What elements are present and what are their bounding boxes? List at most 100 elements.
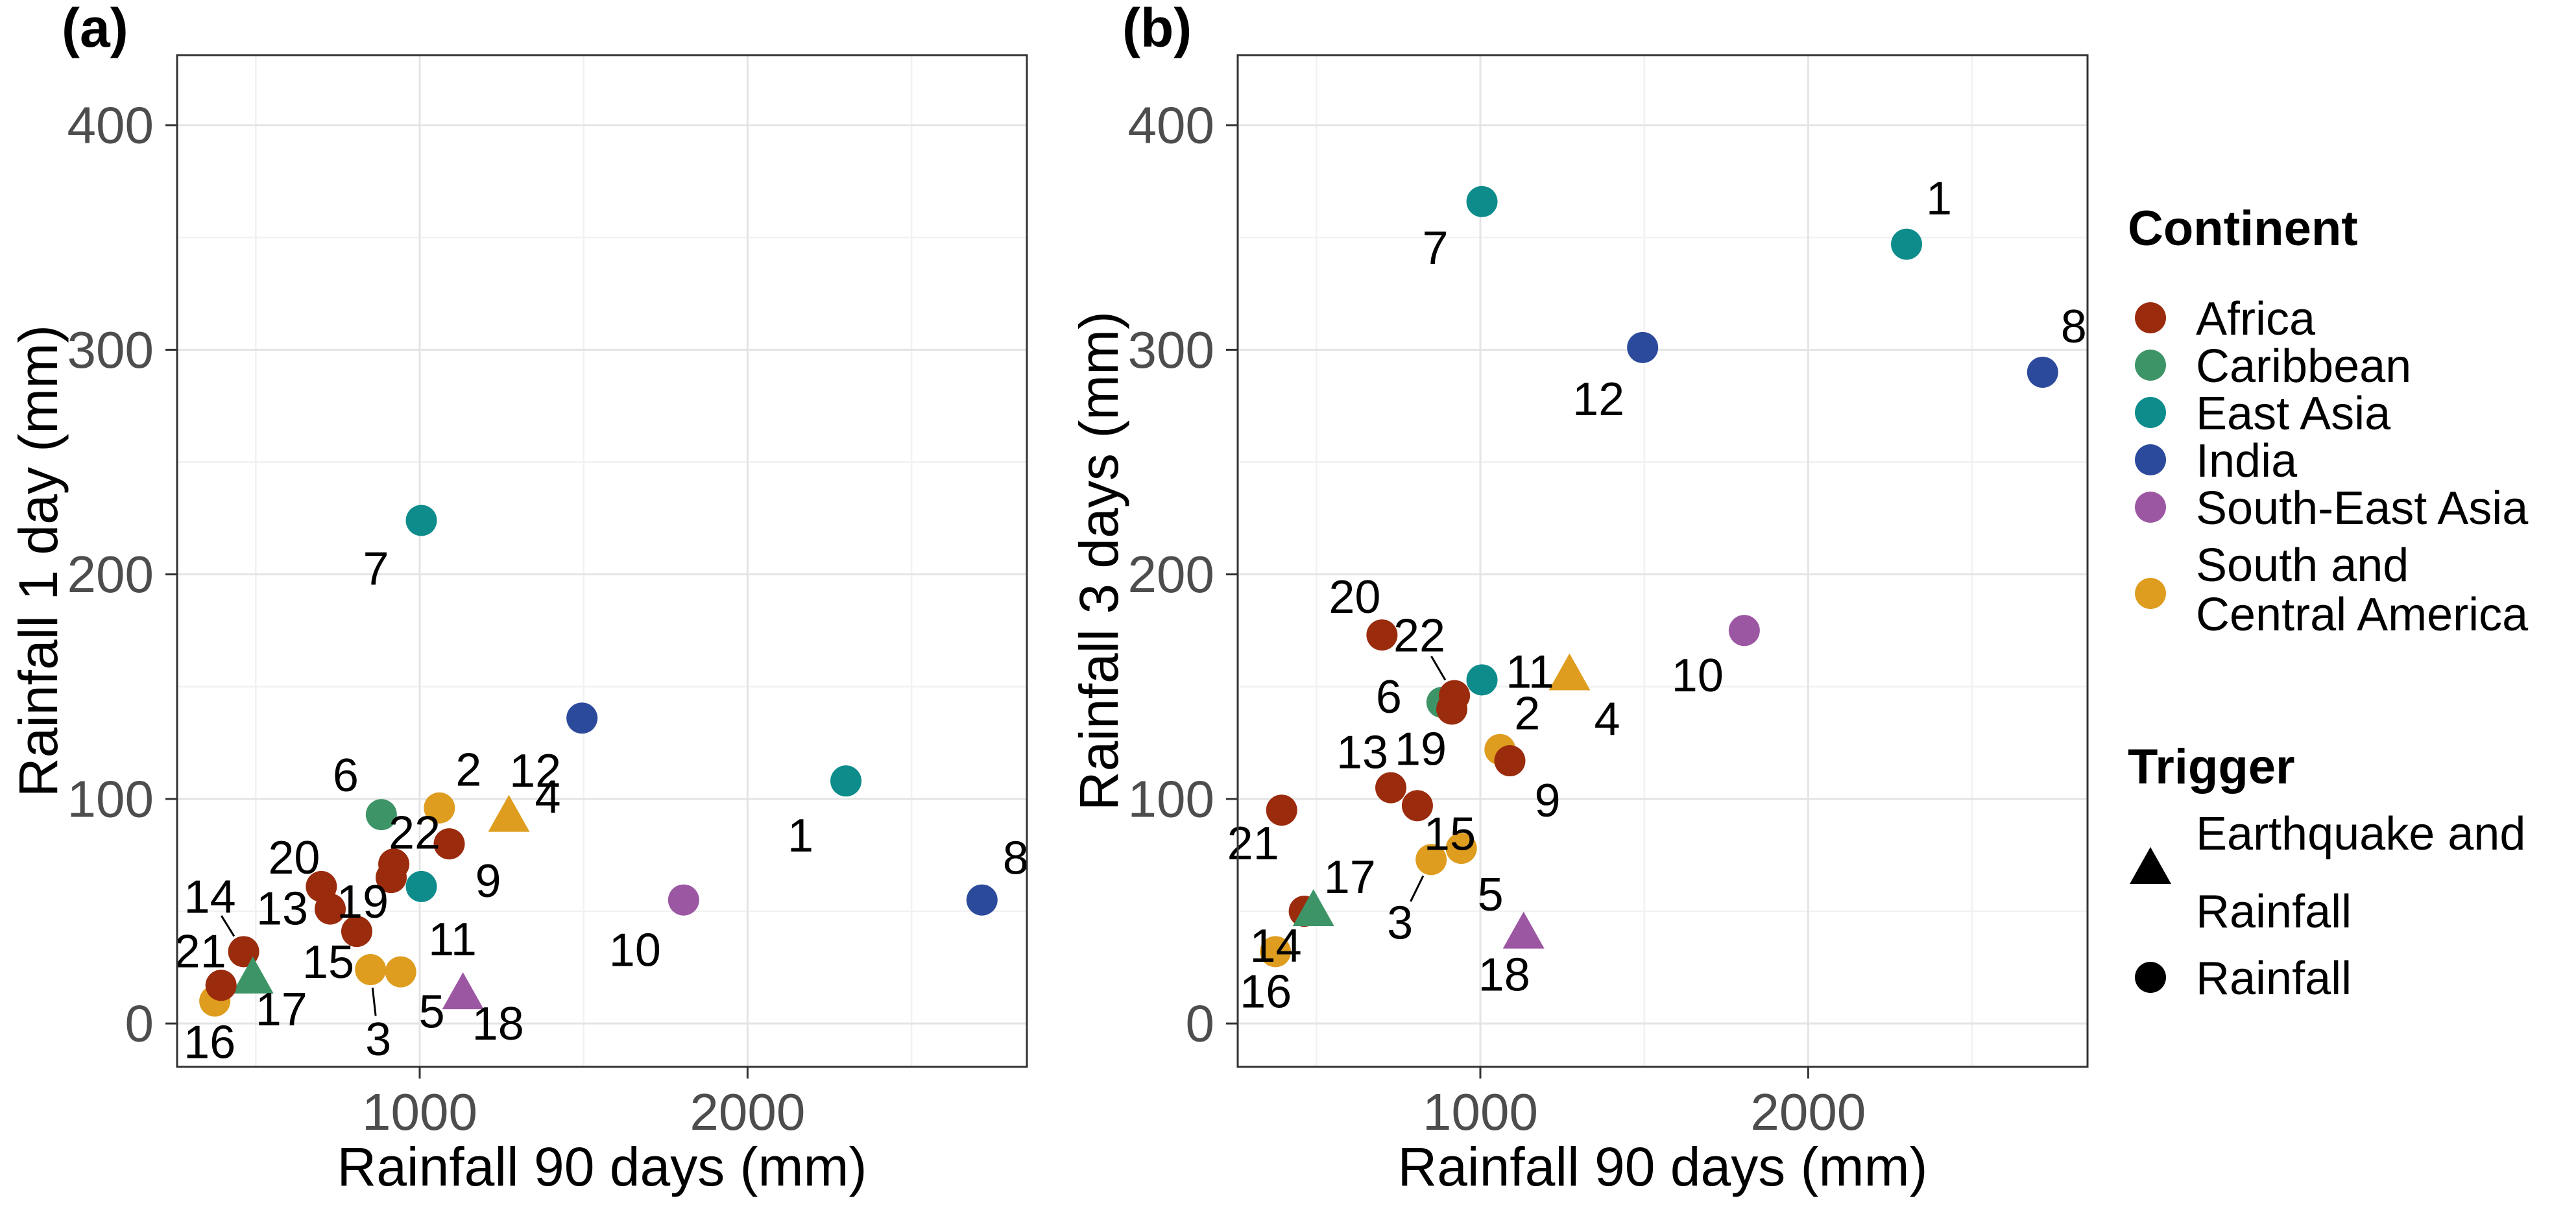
point-label-12: 12 (1572, 374, 1624, 425)
panel-border (176, 54, 1028, 1068)
point-21-circle-africa (1266, 794, 1297, 826)
point-11-circle-east-asia (1466, 664, 1498, 696)
point-5-circle-south-and-central-america (385, 956, 416, 988)
y-tick-label-100: 100 (67, 770, 154, 828)
point-label-2: 2 (1514, 688, 1540, 740)
point-20-circle-africa (306, 870, 337, 902)
label-leader-3 (371, 987, 377, 1016)
y-tick-label-100: 100 (1128, 770, 1214, 828)
legend-symbol-earthquake-triangle (2130, 847, 2171, 884)
point-label-13: 13 (256, 883, 308, 935)
point-8-circle-india (2027, 356, 2058, 388)
point-label-10: 10 (1672, 650, 1724, 702)
point-4-triangle-south-and-central-america (488, 794, 530, 832)
point-label-11: 11 (1506, 646, 1554, 698)
point-1-circle-east-asia (830, 765, 862, 797)
point-7-circle-east-asia (1466, 185, 1498, 217)
point-label-1: 1 (788, 810, 813, 862)
point-3-circle-south-and-central-america (355, 954, 387, 986)
point-18-triangle-south-east-asia (442, 972, 484, 1010)
point-label-11: 11 (428, 914, 477, 966)
y-tick-label-200: 200 (1128, 545, 1214, 603)
legend-swatch-south-east-asia (2135, 492, 2166, 523)
point-18-triangle-south-east-asia (1502, 911, 1545, 949)
point-13-circle-africa (1375, 772, 1407, 804)
legend-label-caribbean-line1: Caribbean (2196, 340, 2411, 392)
point-label-10: 10 (609, 925, 661, 977)
point-22-circle-africa (1439, 680, 1471, 711)
legend-label-africa-line1: Africa (2196, 293, 2316, 345)
point-label-18: 18 (472, 998, 524, 1050)
panel-tag: (a) (62, 0, 128, 58)
point-label-3: 3 (365, 1014, 391, 1066)
point-8-circle-india (966, 884, 998, 916)
x-axis-title: Rainfall 90 days (mm) (1398, 1136, 1928, 1197)
point-3-circle-south-and-central-america (1415, 844, 1447, 876)
point-2-circle-south-and-central-america (424, 792, 455, 824)
point-label-9: 9 (1534, 775, 1560, 827)
point-10-circle-south-east-asia (668, 884, 699, 916)
y-tick-label-0: 0 (1186, 995, 1215, 1053)
point-label-7: 7 (1423, 222, 1449, 274)
x-tick-label-2000: 2000 (690, 1083, 805, 1141)
point-label-8: 8 (2061, 301, 2087, 353)
x-tick-label-1000: 1000 (362, 1083, 477, 1141)
point-20-circle-africa (1366, 619, 1398, 651)
point-12-circle-india (566, 702, 598, 734)
point-5-circle-south-and-central-america (1445, 833, 1477, 865)
point-15-circle-africa (1401, 790, 1433, 822)
point-label-4: 4 (1594, 693, 1620, 745)
point-label-22: 22 (389, 807, 440, 859)
point-label-5: 5 (419, 986, 445, 1038)
panel-border (1236, 54, 2089, 1068)
y-tick-label-400: 400 (1128, 97, 1214, 154)
point-9-circle-africa (433, 828, 465, 860)
point-label-13: 13 (1336, 727, 1388, 779)
y-tick-label-200: 200 (67, 545, 154, 603)
point-label-14: 14 (184, 871, 236, 923)
legend-swatch-east-asia (2135, 397, 2166, 428)
legend-label-south-and-central-america-line1: South and (2196, 540, 2409, 591)
point-label-6: 6 (333, 750, 359, 802)
point-label-12: 12 (509, 745, 561, 797)
legend-label-south-and-central-america-line2: Central America (2196, 589, 2529, 641)
point-label-18: 18 (1478, 949, 1530, 1001)
legend-continent-title: Continent (2128, 201, 2358, 256)
y-axis-title: Rainfall 1 day (mm) (8, 325, 69, 797)
y-tick-label-300: 300 (1128, 321, 1214, 379)
point-label-19: 19 (1395, 723, 1447, 775)
point-label-21: 21 (1227, 818, 1279, 870)
panel-area (1238, 55, 2088, 1067)
point-17-triangle-caribbean (232, 956, 274, 994)
legend-swatch-africa (2135, 302, 2166, 333)
point-label-4: 4 (535, 772, 560, 824)
point-12-circle-india (1627, 331, 1659, 363)
point-label-20: 20 (268, 832, 320, 884)
point-label-5: 5 (1478, 869, 1504, 921)
point-6-circle-caribbean (365, 799, 397, 831)
point-label-14: 14 (1250, 920, 1302, 972)
x-tick-label-2000: 2000 (1750, 1083, 1866, 1141)
point-7-circle-east-asia (405, 505, 437, 536)
legend-label-trigger-1-line1: Rainfall (2196, 953, 2352, 1005)
y-tick-label-0: 0 (125, 995, 154, 1053)
point-10-circle-south-east-asia (1728, 615, 1760, 647)
label-leader-14 (221, 915, 235, 937)
point-label-22: 22 (1393, 610, 1445, 662)
point-label-17: 17 (1324, 852, 1376, 903)
x-tick-label-1000: 1000 (1423, 1083, 1538, 1141)
y-tick-label-300: 300 (67, 321, 154, 379)
label-leader-3 (1410, 875, 1425, 902)
label-leader-22 (1430, 656, 1447, 681)
point-label-16: 16 (184, 1017, 235, 1069)
point-16-circle-south-and-central-america (1260, 936, 1292, 968)
point-21-circle-africa (205, 970, 237, 1001)
legend-label-trigger-0-line1: Earthquake and (2196, 808, 2525, 860)
point-label-19: 19 (337, 876, 389, 928)
y-axis-title: Rainfall 3 days (mm) (1068, 311, 1129, 811)
